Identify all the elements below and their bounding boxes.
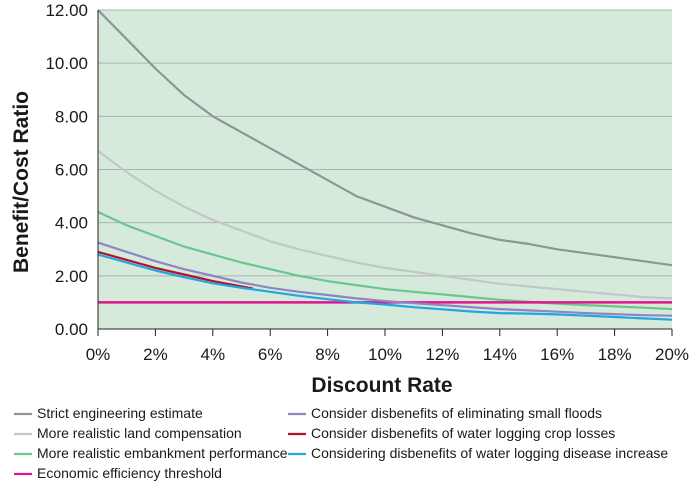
x-tick-label: 18%: [598, 345, 632, 364]
series-line-6: [97, 250, 254, 290]
y-tick-label: 2.00: [55, 267, 88, 286]
x-tick-label: 14%: [483, 345, 517, 364]
x-tick-label: 20%: [655, 345, 689, 364]
legend-label: Consider disbenefits of water logging cr…: [311, 425, 615, 441]
y-tick-label: 10.00: [45, 54, 88, 73]
legend-label: More realistic land compensation: [37, 425, 242, 441]
series-lines: [97, 9, 673, 321]
x-tick-label: 0%: [86, 345, 111, 364]
y-tick-label: 12.00: [45, 1, 88, 20]
series-line-3: [97, 211, 673, 311]
series-line-1: [97, 9, 673, 267]
legend-item: Consider disbenefits of eliminating smal…: [288, 405, 602, 421]
y-tick-label: 6.00: [55, 161, 88, 180]
x-tick-label: 4%: [201, 345, 226, 364]
y-tick-labels: 0.00 2.00 4.00 6.00 8.00 10.00 12.00: [45, 1, 88, 339]
legend-item: Strict engineering estimate: [14, 405, 203, 421]
legend-label: Consider disbenefits of eliminating smal…: [311, 405, 602, 421]
x-tick-label: 16%: [540, 345, 574, 364]
legend-label: Economic efficiency threshold: [37, 465, 222, 481]
legend: Strict engineering estimate More realisti…: [14, 405, 668, 481]
legend-item: More realistic land compensation: [14, 425, 242, 441]
y-axis-title: Benefit/Cost Ratio: [10, 91, 33, 273]
legend-label: More realistic embankment performance: [37, 445, 288, 461]
x-tick-label: 2%: [143, 345, 168, 364]
legend-item: Consider disbenefits of water logging cr…: [288, 425, 615, 441]
legend-item: Economic efficiency threshold: [14, 465, 222, 481]
y-tick-label: 4.00: [55, 214, 88, 233]
y-tick-label: 8.00: [55, 107, 88, 126]
legend-item: Considering disbenefits of water logging…: [288, 445, 668, 461]
series-line-7: [97, 253, 673, 321]
legend-item: More realistic embankment performance: [14, 445, 288, 461]
legend-label: Strict engineering estimate: [37, 405, 203, 421]
y-tick-label: 0.00: [55, 320, 88, 339]
series-line-2: [97, 150, 673, 300]
legend-label: Considering disbenefits of water logging…: [311, 445, 668, 461]
x-tick-label: 6%: [258, 345, 283, 364]
x-tick-label: 10%: [368, 345, 402, 364]
series-line-5: [97, 241, 673, 317]
x-tick-labels: 0% 2% 4% 6% 8% 10% 12% 14% 16% 18% 20%: [86, 329, 689, 364]
x-tick-label: 12%: [425, 345, 459, 364]
x-axis-title: Discount Rate: [311, 374, 452, 397]
x-tick-label: 8%: [315, 345, 340, 364]
